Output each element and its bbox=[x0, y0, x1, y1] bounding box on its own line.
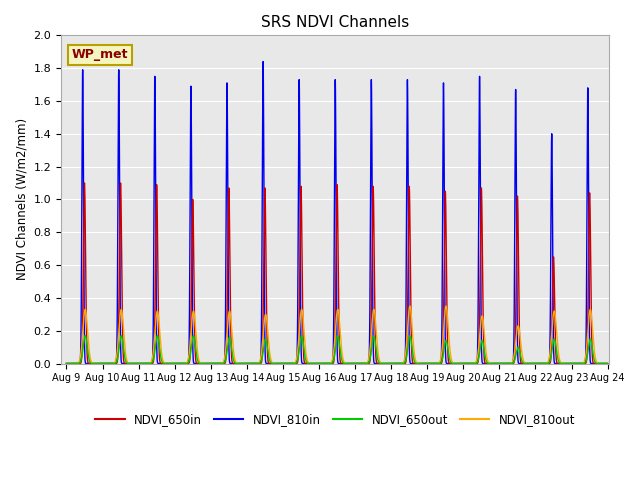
Y-axis label: NDVI Channels (W/m2/mm): NDVI Channels (W/m2/mm) bbox=[15, 119, 28, 280]
Text: WP_met: WP_met bbox=[72, 48, 129, 61]
Legend: NDVI_650in, NDVI_810in, NDVI_650out, NDVI_810out: NDVI_650in, NDVI_810in, NDVI_650out, NDV… bbox=[90, 409, 580, 431]
Title: SRS NDVI Channels: SRS NDVI Channels bbox=[261, 15, 410, 30]
